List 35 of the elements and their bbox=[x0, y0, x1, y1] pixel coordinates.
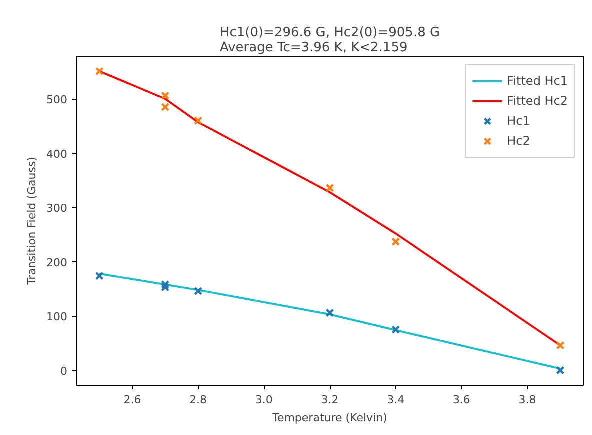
point bbox=[95, 272, 104, 280]
point bbox=[392, 238, 400, 246]
point bbox=[161, 92, 170, 100]
y-tick-label: 400 bbox=[46, 148, 68, 161]
point bbox=[161, 102, 170, 112]
legend-label: Fitted Hc2 bbox=[507, 94, 568, 108]
y-tick-label: 100 bbox=[46, 310, 68, 324]
point bbox=[161, 283, 170, 292]
y-tick-label: 300 bbox=[46, 202, 68, 216]
x-tick-label: 3.6 bbox=[452, 394, 470, 406]
point bbox=[194, 286, 203, 296]
legend-label: Fitted Hc1 bbox=[507, 74, 568, 88]
y-tick-label: 0 bbox=[60, 365, 68, 378]
point bbox=[326, 184, 334, 192]
legend-label: Hc2 bbox=[507, 134, 530, 148]
legend-label: Hc1 bbox=[507, 114, 530, 128]
point bbox=[556, 366, 565, 375]
x-axis-title: Temperature (Kelvin) bbox=[272, 412, 388, 424]
x-tick-label: 2.6 bbox=[124, 394, 142, 406]
point bbox=[326, 308, 334, 318]
y-tick-label: 200 bbox=[46, 256, 68, 270]
point bbox=[194, 116, 203, 126]
point bbox=[556, 341, 565, 350]
point bbox=[392, 326, 400, 334]
chart-title: Hc1(0)=296.6 G, Hc2(0)=905.8 G Average Tc=3.96 K, K<2.159 bbox=[220, 26, 440, 56]
point bbox=[161, 280, 170, 290]
x-tick-label: 2.8 bbox=[190, 394, 208, 406]
x-tick-label: 3.4 bbox=[387, 394, 405, 406]
y-tick-label: 500 bbox=[46, 94, 68, 107]
line-series bbox=[98, 272, 562, 370]
point bbox=[95, 67, 104, 76]
y-axis-title: Transition Field (Gauss) bbox=[26, 157, 39, 286]
x-tick-label: 3.2 bbox=[321, 394, 339, 406]
x-tick-label: 3.0 bbox=[255, 394, 273, 406]
x-tick-label: 3.8 bbox=[518, 394, 536, 406]
